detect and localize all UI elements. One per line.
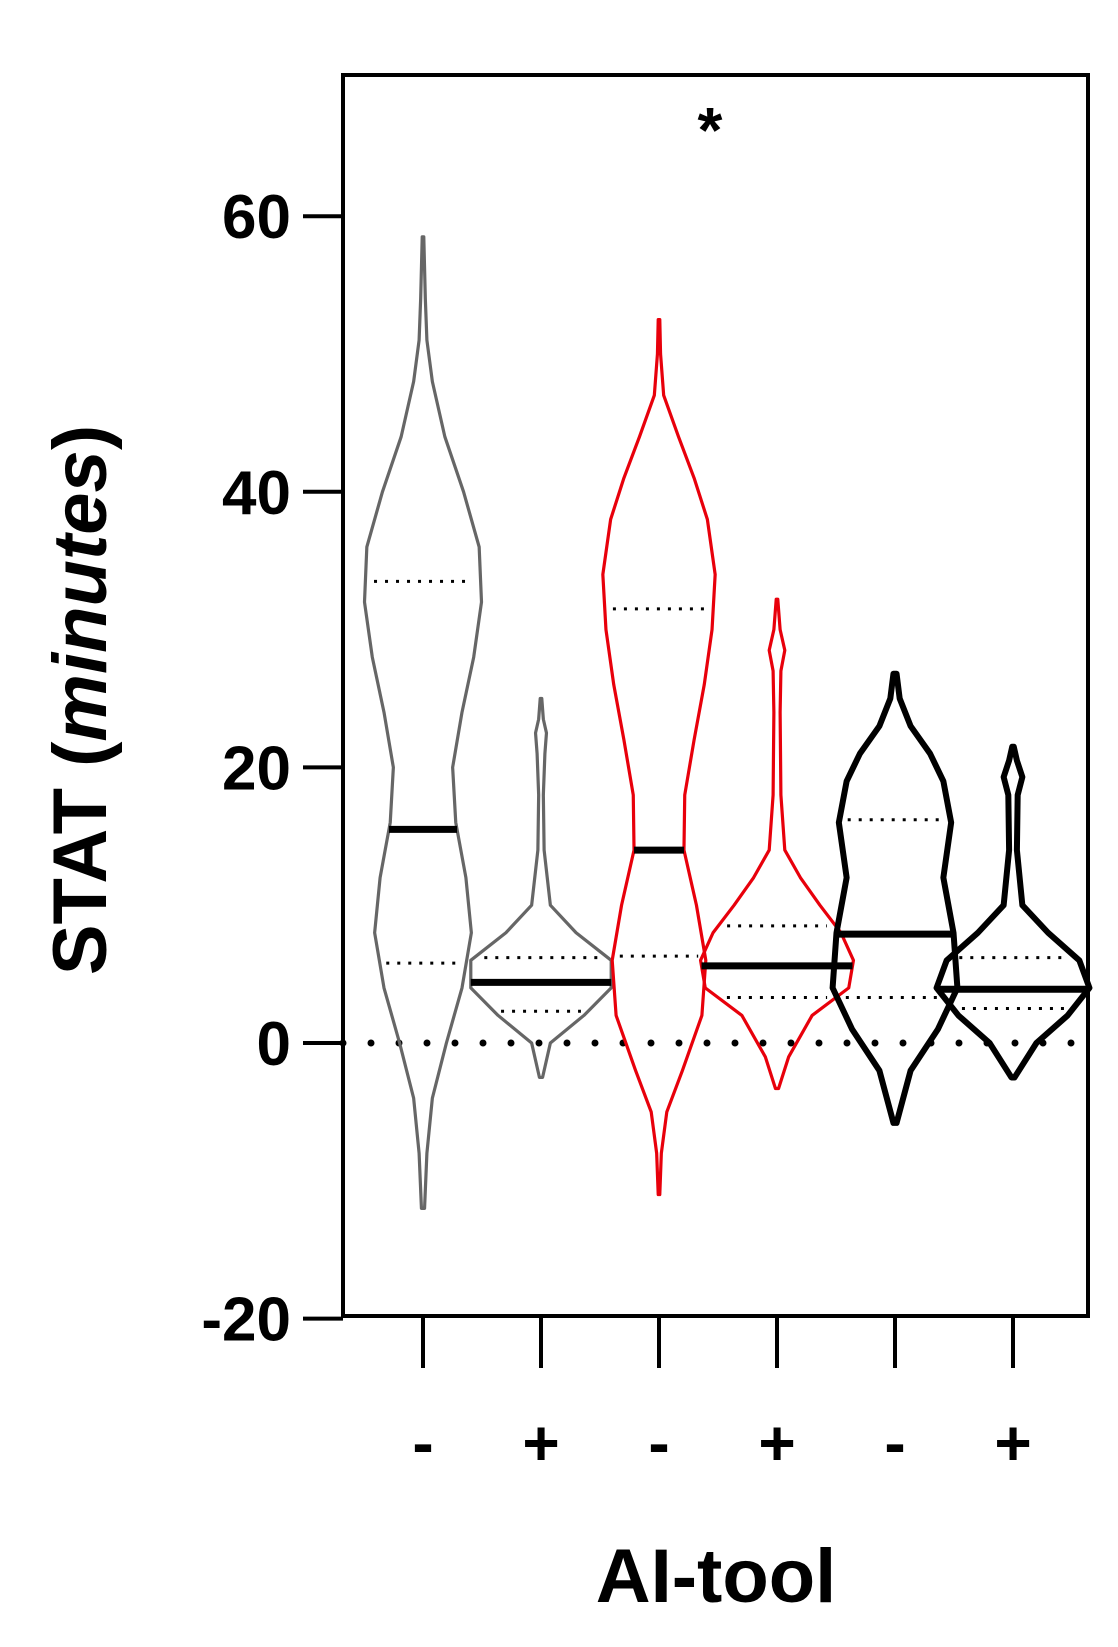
violin-2: [469, 696, 613, 1080]
violin-3: [601, 317, 717, 1197]
category-label-6: +: [994, 1407, 1031, 1479]
category-label-3: -: [648, 1407, 669, 1479]
category-label-5: -: [884, 1407, 905, 1479]
y-tick-label-20: 20: [222, 734, 291, 803]
x-axis-title: AI-tool: [596, 1534, 837, 1619]
violin-5: [829, 670, 961, 1126]
y-tick-label-0: 0: [257, 1010, 291, 1079]
y-tick-label-60: 60: [222, 183, 291, 252]
plot-area: -20 0 20 40 60 - + - + - +: [201, 73, 1093, 1479]
category-label-2: +: [522, 1407, 559, 1479]
violin-6: [933, 743, 1093, 1081]
y-tick-label--20: -20: [201, 1286, 291, 1355]
significance-asterisk: *: [698, 94, 723, 166]
y-tick-label-40: 40: [222, 459, 291, 528]
category-label-1: -: [412, 1407, 433, 1479]
violin-1: [362, 235, 484, 1210]
violin-4: [698, 597, 856, 1091]
plot-frame: [341, 73, 1090, 1318]
category-label-4: +: [758, 1407, 795, 1479]
y-axis-title: STAT (minutes): [38, 425, 123, 975]
